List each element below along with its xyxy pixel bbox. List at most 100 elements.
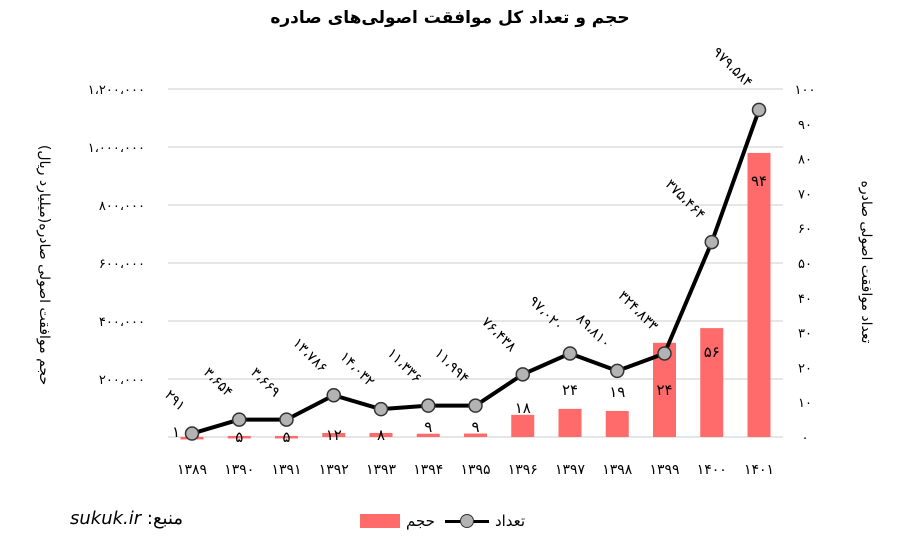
volume-data-label: ۱۱،۳۳۶ — [384, 345, 425, 386]
legend-item-volume: حجم — [360, 512, 435, 530]
volume-bar — [605, 410, 629, 437]
legend-label-count: تعداد — [494, 512, 526, 530]
volume-bar — [747, 152, 771, 437]
count-marker — [421, 398, 436, 413]
volume-data-label: ۳،۶۶۹ — [247, 365, 283, 401]
left-tick-label: ۱،۲۰۰،۰۰۰ — [88, 83, 145, 98]
x-tick-label: ۱۳۹۳ — [366, 462, 397, 478]
bar-swatch-icon — [360, 514, 400, 528]
x-tick-label: ۱۴۰۰ — [697, 462, 727, 478]
count-marker — [326, 387, 341, 403]
legend: تعداد حجم — [360, 512, 525, 530]
volume-data-label: ۳،۶۵۴ — [200, 365, 236, 401]
right-tick-label: ۰ — [802, 431, 809, 446]
count-marker — [184, 426, 200, 441]
volume-data-label: ۹۷۹،۵۸۴ — [709, 44, 755, 90]
count-data-label: ۱۹ — [609, 383, 625, 401]
x-tick-label: ۱۳۹۷ — [555, 462, 586, 478]
volume-data-label: ۳۷۵،۴۶۴ — [662, 177, 708, 223]
volume-data-label: ۱۱،۹۹۴ — [431, 345, 472, 386]
count-labels: ۱ ۵ ۵ ۱۲ ۸ ۹ ۹ ۱۸ ۲۴ ۱۹ ۲۴ ۵۶ ۹۴ — [172, 172, 767, 446]
right-tick-label: ۷۰ — [798, 187, 812, 202]
count-marker — [562, 346, 578, 361]
volume-data-label: ۲۹۱ — [161, 387, 188, 414]
count-data-label: ۸ — [377, 426, 385, 444]
legend-item-count: تعداد — [444, 512, 526, 530]
right-axis-title: تعداد موافقت اصولی صادره — [858, 180, 874, 343]
left-tick-label: ۴۰۰،۰۰۰ — [99, 315, 145, 330]
volume-data-label: ۱۳،۷۸۶ — [289, 335, 330, 376]
x-tick-label: ۱۳۹۰ — [224, 462, 254, 478]
x-tick-label: ۱۳۹۲ — [319, 462, 349, 478]
right-tick-label: ۴۰ — [798, 292, 812, 307]
volume-bar — [558, 408, 582, 437]
count-marker — [515, 367, 530, 382]
line-marker-icon — [444, 514, 489, 528]
volume-bars — [180, 152, 771, 440]
x-tick-label: ۱۳۹۵ — [460, 462, 490, 478]
volume-data-label: ۳۲۴،۸۳۳ — [615, 288, 662, 335]
source-site: sukuk.ir — [70, 508, 142, 529]
x-tick-label: ۱۴۰۱ — [744, 462, 774, 478]
volume-bar — [227, 435, 251, 439]
count-data-label: ۲۴ — [656, 381, 672, 399]
count-data-label: ۱ — [172, 423, 180, 441]
chart-title: حجم و تعداد کل موافقت اصولی‌های صادره — [270, 8, 630, 28]
count-line — [184, 102, 767, 441]
count-marker — [232, 412, 247, 427]
count-data-label: ۱۲ — [326, 426, 342, 444]
volume-bar — [275, 435, 298, 439]
count-marker — [751, 102, 767, 118]
x-axis-ticks: ۱۳۸۹ ۱۳۹۰ ۱۳۹۱ ۱۳۹۲ ۱۳۹۳ ۱۳۹۴ ۱۳۹۵ ۱۳۹۶ ۱۳۹۷ ۱۳۹۸… — [177, 462, 774, 478]
count-data-label: ۹ — [471, 418, 479, 436]
left-axis-ticks: ۲۰۰،۰۰۰ ۴۰۰،۰۰۰ ۶۰۰،۰۰۰ ۸۰۰،۰۰۰ ۱،۰۰۰،۰۰۰ ۱،۲… — [88, 83, 145, 388]
count-data-label: ۹۴ — [751, 172, 767, 190]
count-data-label: ۵ — [282, 428, 290, 446]
x-tick-label: ۱۳۹۹ — [649, 462, 679, 478]
count-data-label: ۵ — [235, 428, 243, 446]
right-tick-label: ۳۰ — [798, 327, 812, 342]
source-note: منبع: sukuk.ir — [70, 508, 183, 529]
right-tick-label: ۱۰۰ — [795, 83, 816, 98]
volume-data-label: ۸۹،۸۱۰ — [573, 311, 614, 352]
source-label: منبع: — [146, 508, 184, 529]
count-marker — [704, 234, 719, 250]
left-tick-label: ۲۰۰،۰۰۰ — [99, 373, 145, 388]
right-tick-label: ۸۰ — [798, 153, 812, 168]
volume-bar — [464, 433, 487, 437]
x-tick-label: ۱۳۹۴ — [413, 462, 443, 478]
right-tick-label: ۹۰ — [798, 118, 812, 133]
volume-data-label: ۱۴،۰۳۲ — [336, 349, 377, 390]
left-tick-label: ۸۰۰،۰۰۰ — [99, 199, 145, 214]
volume-data-label: ۹۷،۰۲۰ — [525, 293, 566, 334]
volume-bar — [511, 414, 535, 437]
right-tick-label: ۵۰ — [798, 257, 812, 272]
volume-bar — [700, 328, 724, 437]
x-tick-label: ۱۳۹۱ — [271, 462, 301, 478]
count-marker — [657, 346, 672, 361]
count-data-label: ۵۶ — [704, 343, 720, 361]
count-data-label: ۹ — [424, 418, 432, 436]
volume-bar — [322, 433, 346, 437]
right-axis-ticks: ۰ ۱۰ ۲۰ ۳۰ ۴۰ ۵۰ ۶۰ ۷۰ ۸۰ ۹۰ ۱۰۰ — [795, 83, 816, 446]
right-tick-label: ۱۰ — [798, 396, 812, 411]
volume-bar — [653, 342, 676, 437]
left-axis-title: حجم موافقت اصولی صادره(میلیارد ریال) — [36, 145, 52, 385]
x-tick-label: ۱۳۹۶ — [508, 462, 538, 478]
count-marker — [279, 412, 294, 427]
left-tick-label: ۱،۰۰۰،۰۰۰ — [88, 141, 145, 156]
x-tick-label: ۱۳۸۹ — [177, 462, 207, 478]
x-tick-label: ۱۳۹۸ — [602, 462, 633, 478]
legend-label-volume: حجم — [406, 512, 435, 530]
count-data-label: ۱۸ — [515, 399, 531, 417]
volume-bar — [416, 433, 440, 437]
count-data-label: ۲۴ — [562, 381, 578, 399]
volume-bar — [369, 432, 393, 437]
count-marker — [468, 398, 483, 413]
left-tick-label: ۶۰۰،۰۰۰ — [99, 257, 145, 272]
right-tick-label: ۲۰ — [798, 361, 812, 376]
right-tick-label: ۶۰ — [798, 222, 812, 237]
count-marker — [610, 363, 625, 379]
count-marker — [373, 401, 389, 417]
